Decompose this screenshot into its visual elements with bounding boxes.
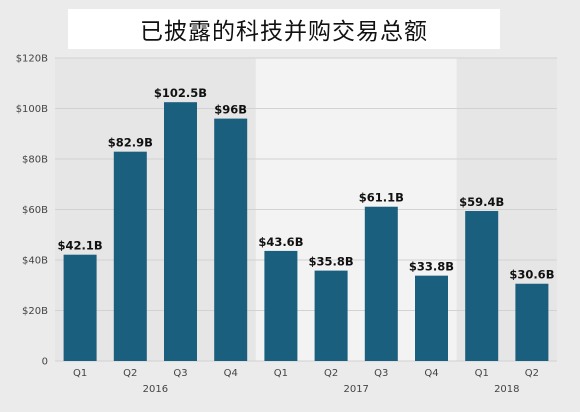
bar	[63, 254, 97, 361]
x-tick-label: Q2	[525, 368, 539, 379]
bar	[364, 206, 398, 361]
data-label: $42.1B	[58, 239, 103, 253]
y-tick-label: $100B	[16, 104, 48, 115]
y-tick-label: $60B	[22, 205, 48, 216]
x-tick-label: Q1	[274, 368, 288, 379]
bar	[113, 151, 147, 361]
chart-title-box: 已披露的科技并购交易总额	[68, 9, 500, 49]
data-label: $30.6B	[509, 268, 554, 282]
bar	[465, 211, 499, 361]
data-label: $33.8B	[409, 260, 454, 274]
x-tick-label: Q4	[424, 368, 438, 379]
y-tick-label: $80B	[22, 155, 48, 166]
x-group-label: 2017	[343, 384, 368, 395]
x-tick-label: Q2	[324, 368, 338, 379]
data-label: $35.8B	[309, 255, 354, 269]
x-tick-label: Q1	[475, 368, 489, 379]
data-label: $102.5B	[154, 86, 207, 100]
data-label: $43.6B	[258, 235, 303, 249]
x-tick-label: Q3	[374, 368, 388, 379]
data-label: $59.4B	[459, 195, 504, 209]
y-tick-label: $40B	[22, 256, 48, 267]
data-label: $82.9B	[108, 136, 153, 150]
x-group-label: 2018	[494, 384, 519, 395]
bar	[164, 102, 197, 361]
data-label: $61.1B	[359, 191, 404, 205]
y-tick-label: $20B	[22, 306, 48, 317]
chart-title: 已披露的科技并购交易总额	[140, 19, 428, 45]
x-tick-label: Q1	[73, 368, 87, 379]
x-group-label: 2016	[143, 384, 168, 395]
bar	[515, 283, 549, 361]
bar	[415, 275, 448, 361]
y-tick-label: $120B	[16, 54, 48, 65]
bar	[264, 250, 298, 361]
bar	[214, 118, 248, 361]
x-tick-label: Q2	[123, 368, 137, 379]
bar	[314, 270, 348, 361]
y-tick-label: 0	[42, 357, 48, 368]
x-tick-label: Q3	[173, 368, 187, 379]
x-tick-label: Q4	[224, 368, 238, 379]
data-label: $96B	[214, 103, 247, 117]
